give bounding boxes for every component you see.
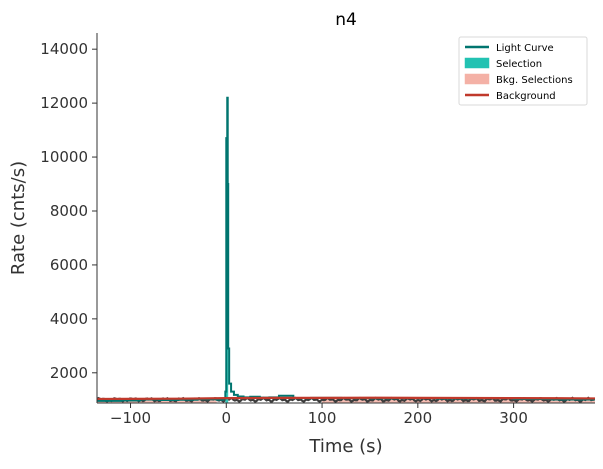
legend-swatch-patch: [464, 57, 490, 69]
y-tick-label: 10000: [40, 148, 88, 166]
legend-box: [458, 36, 588, 106]
plot-area: [97, 96, 595, 403]
x-tick-label: 300: [499, 409, 528, 427]
y-tick-label: 6000: [50, 256, 88, 274]
y-tick-label: 4000: [50, 310, 88, 328]
legend-label: Background: [496, 91, 556, 102]
x-axis-label: Time (s): [308, 436, 382, 457]
x-tick-label: 0: [222, 409, 232, 427]
legend-label: Light Curve: [496, 43, 554, 54]
x-tick-label: 100: [308, 409, 337, 427]
legend-label: Selection: [496, 59, 542, 70]
chart-title: n4: [335, 10, 357, 30]
x-tick-label: 200: [404, 409, 433, 427]
y-tick-label: 12000: [40, 94, 88, 112]
legend-swatch-patch: [464, 73, 490, 85]
legend-label: Bkg. Selections: [496, 75, 573, 86]
y-tick-label: 8000: [50, 202, 88, 220]
y-tick-label: 2000: [50, 364, 88, 382]
background-line: [97, 396, 595, 401]
y-tick-label: 14000: [40, 40, 88, 58]
y-axis-label: Rate (cnts/s): [8, 161, 29, 275]
light-curve-line: [97, 96, 595, 402]
x-tick-label: −100: [110, 409, 151, 427]
bkg-selection-band: [322, 398, 595, 403]
